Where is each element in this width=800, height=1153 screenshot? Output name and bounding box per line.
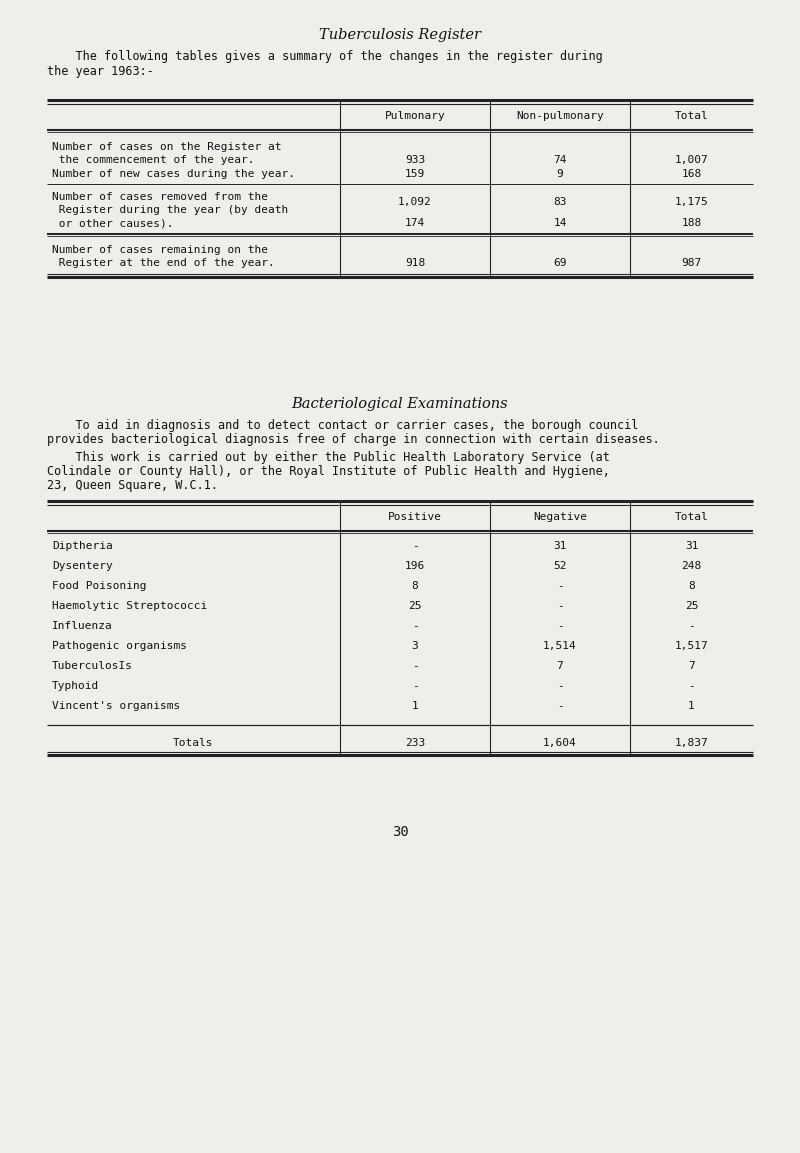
Text: 1,092: 1,092 [398,197,432,208]
Text: 1,514: 1,514 [543,641,577,651]
Text: 1,837: 1,837 [674,738,708,748]
Text: Total: Total [674,111,708,121]
Text: This work is carried out by either the Public Health Laboratory Service (at: This work is carried out by either the P… [47,451,610,464]
Text: -: - [557,701,563,711]
Text: Dysentery: Dysentery [52,562,113,571]
Text: the year 1963:-: the year 1963:- [47,65,154,78]
Text: 1,175: 1,175 [674,197,708,208]
Text: 933: 933 [405,155,425,165]
Text: Number of cases remaining on the: Number of cases remaining on the [52,244,268,255]
Text: Influenza: Influenza [52,621,113,631]
Text: Non-pulmonary: Non-pulmonary [516,111,604,121]
Text: 1,517: 1,517 [674,641,708,651]
Text: 25: 25 [408,601,422,611]
Text: Haemolytic Streptococci: Haemolytic Streptococci [52,601,207,611]
Text: The following tables gives a summary of the changes in the register during: The following tables gives a summary of … [47,50,602,63]
Text: 233: 233 [405,738,425,748]
Text: Bacteriological Examinations: Bacteriological Examinations [292,397,508,410]
Text: 8: 8 [688,581,695,591]
Text: 31: 31 [554,541,566,551]
Text: Register during the year (by death: Register during the year (by death [52,205,288,214]
Text: 52: 52 [554,562,566,571]
Text: Pathogenic organisms: Pathogenic organisms [52,641,187,651]
Text: TuberculosIs: TuberculosIs [52,661,133,671]
Text: -: - [412,661,418,671]
Text: 174: 174 [405,218,425,228]
Text: 248: 248 [682,562,702,571]
Text: 1: 1 [412,701,418,711]
Text: -: - [557,601,563,611]
Text: Register at the end of the year.: Register at the end of the year. [52,258,274,267]
Text: 74: 74 [554,155,566,165]
Text: 23, Queen Square, W.C.1.: 23, Queen Square, W.C.1. [47,478,218,492]
Text: Colindale or County Hall), or the Royal Institute of Public Health and Hygiene,: Colindale or County Hall), or the Royal … [47,465,610,478]
Text: Typhoid: Typhoid [52,681,99,691]
Text: 8: 8 [412,581,418,591]
Text: 69: 69 [554,258,566,267]
Text: Totals: Totals [174,738,214,748]
Text: 1: 1 [688,701,695,711]
Text: -: - [688,621,695,631]
Text: 83: 83 [554,197,566,208]
Text: Total: Total [674,512,708,522]
Text: 987: 987 [682,258,702,267]
Text: 31: 31 [685,541,698,551]
Text: 7: 7 [688,661,695,671]
Text: 1,007: 1,007 [674,155,708,165]
Text: Number of new cases during the year.: Number of new cases during the year. [52,169,295,179]
Text: 188: 188 [682,218,702,228]
Text: Diptheria: Diptheria [52,541,113,551]
Text: -: - [557,681,563,691]
Text: the commencement of the year.: the commencement of the year. [52,155,254,165]
Text: Positive: Positive [388,512,442,522]
Text: Negative: Negative [533,512,587,522]
Text: -: - [412,621,418,631]
Text: 3: 3 [412,641,418,651]
Text: Number of cases removed from the: Number of cases removed from the [52,193,268,202]
Text: 7: 7 [557,661,563,671]
Text: -: - [557,621,563,631]
Text: 918: 918 [405,258,425,267]
Text: Tuberculosis Register: Tuberculosis Register [319,28,481,42]
Text: 168: 168 [682,169,702,179]
Text: 159: 159 [405,169,425,179]
Text: provides bacteriological diagnosis free of charge in connection with certain dis: provides bacteriological diagnosis free … [47,434,660,446]
Text: 14: 14 [554,218,566,228]
Text: -: - [557,581,563,591]
Text: or other causes).: or other causes). [52,218,174,228]
Text: To aid in diagnosis and to detect contact or carrier cases, the borough council: To aid in diagnosis and to detect contac… [47,419,638,432]
Text: 1,604: 1,604 [543,738,577,748]
Text: Number of cases on the Register at: Number of cases on the Register at [52,142,282,152]
Text: -: - [412,681,418,691]
Text: -: - [412,541,418,551]
Text: Food Poisoning: Food Poisoning [52,581,146,591]
Text: 196: 196 [405,562,425,571]
Text: 30: 30 [392,826,408,839]
Text: 25: 25 [685,601,698,611]
Text: -: - [688,681,695,691]
Text: Vincent's organisms: Vincent's organisms [52,701,180,711]
Text: Pulmonary: Pulmonary [385,111,446,121]
Text: 9: 9 [557,169,563,179]
